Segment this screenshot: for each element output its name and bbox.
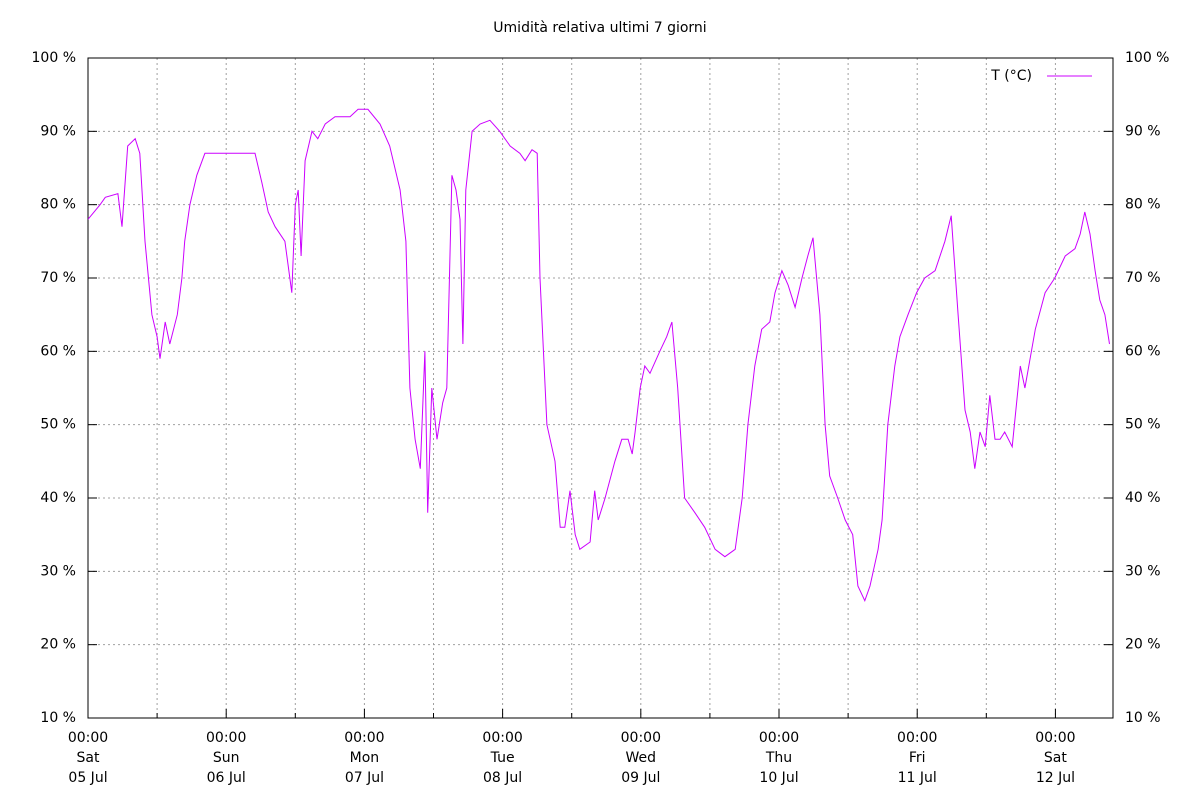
y-tick-label: 20 % — [40, 637, 76, 653]
y2-tick-label: 80 % — [1125, 197, 1161, 213]
y2-tick-label: 70 % — [1125, 270, 1161, 286]
y-tick-label: 70 % — [40, 270, 76, 286]
y2-tick-label: 20 % — [1125, 637, 1161, 653]
y-tick-label: 100 % — [32, 50, 76, 66]
x-tick-label: 00:00 Sun 06 Jul — [206, 730, 246, 786]
data-line — [87, 108, 1110, 603]
y2-tick-label: 90 % — [1125, 123, 1161, 139]
y2-tick-label: 10 % — [1125, 710, 1161, 726]
plot-border — [87, 57, 1114, 719]
y-tick-label: 10 % — [40, 710, 76, 726]
y2-tick-label: 50 % — [1125, 417, 1161, 433]
y2-tick-label: 40 % — [1125, 490, 1161, 506]
y-tick-label: 40 % — [40, 490, 76, 506]
x-tick-label: 00:00 Thu 10 Jul — [759, 730, 799, 786]
y2-tick-label: 60 % — [1125, 343, 1161, 359]
y-tick-label: 80 % — [40, 197, 76, 213]
x-tick-label: 00:00 Wed 09 Jul — [621, 730, 661, 786]
x-tick-label: 00:00 Sat 12 Jul — [1035, 730, 1075, 786]
x-tick-label: 00:00 Fri 11 Jul — [897, 730, 937, 786]
y-tick-label: 90 % — [40, 123, 76, 139]
y-tick-label: 30 % — [40, 563, 76, 579]
y2-tick-label: 100 % — [1125, 50, 1169, 66]
x-tick-label: 00:00 Sat 05 Jul — [68, 730, 108, 786]
legend-label: T (°C) — [990, 68, 1032, 84]
y-tick-label: 60 % — [40, 343, 76, 359]
y-tick-label: 50 % — [40, 417, 76, 433]
chart-title: Umidità relativa ultimi 7 giorni — [493, 20, 706, 36]
x-tick-label: 00:00 Mon 07 Jul — [344, 730, 384, 786]
y2-tick-label: 30 % — [1125, 563, 1161, 579]
x-tick-label: 00:00 Tue 08 Jul — [482, 730, 522, 786]
